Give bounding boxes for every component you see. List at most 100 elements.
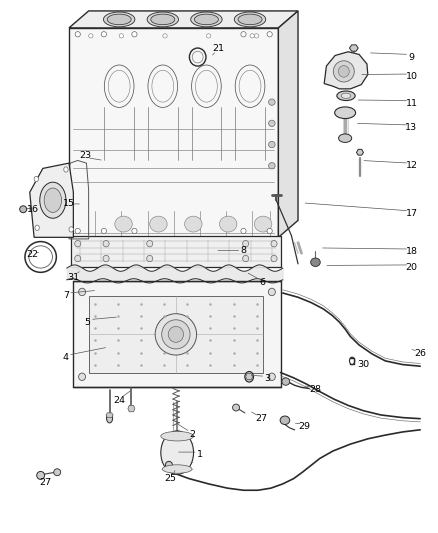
Ellipse shape [194, 14, 218, 25]
Ellipse shape [146, 240, 152, 247]
Ellipse shape [270, 255, 276, 262]
Text: 20: 20 [405, 263, 417, 272]
Polygon shape [278, 11, 297, 237]
Text: 27: 27 [39, 478, 51, 487]
Ellipse shape [155, 314, 196, 355]
Text: 13: 13 [404, 123, 417, 132]
Text: 26: 26 [413, 350, 425, 359]
Ellipse shape [119, 34, 123, 38]
Ellipse shape [160, 431, 193, 441]
Ellipse shape [240, 31, 246, 37]
Ellipse shape [131, 31, 137, 37]
Ellipse shape [232, 404, 239, 411]
Text: 3: 3 [264, 374, 270, 383]
Text: 30: 30 [357, 360, 369, 369]
Polygon shape [30, 163, 73, 237]
Ellipse shape [340, 93, 350, 99]
Ellipse shape [162, 465, 191, 473]
Ellipse shape [103, 255, 109, 262]
Ellipse shape [75, 228, 80, 233]
Ellipse shape [165, 462, 172, 469]
Ellipse shape [206, 34, 210, 38]
Ellipse shape [103, 12, 134, 27]
Text: 10: 10 [405, 72, 417, 81]
Text: 15: 15 [63, 199, 75, 208]
Ellipse shape [147, 12, 178, 27]
Text: 18: 18 [405, 247, 417, 256]
Text: 9: 9 [407, 53, 413, 62]
Text: 12: 12 [405, 161, 417, 170]
Polygon shape [106, 413, 113, 418]
Ellipse shape [268, 99, 275, 106]
Ellipse shape [146, 255, 152, 262]
Ellipse shape [34, 176, 39, 182]
Ellipse shape [336, 91, 354, 101]
Text: 11: 11 [405, 99, 417, 108]
Text: 5: 5 [85, 318, 91, 327]
Polygon shape [323, 52, 367, 89]
Ellipse shape [237, 14, 261, 25]
Ellipse shape [268, 141, 275, 148]
Ellipse shape [53, 469, 60, 475]
Ellipse shape [266, 228, 272, 233]
Text: 28: 28 [309, 385, 321, 394]
Ellipse shape [268, 120, 275, 126]
Ellipse shape [242, 240, 248, 247]
Ellipse shape [234, 12, 265, 27]
Ellipse shape [78, 288, 85, 296]
Ellipse shape [107, 14, 131, 25]
Ellipse shape [268, 163, 275, 169]
Ellipse shape [268, 288, 275, 296]
Ellipse shape [20, 206, 27, 213]
Polygon shape [71, 236, 280, 266]
Ellipse shape [240, 228, 246, 233]
Ellipse shape [101, 31, 106, 37]
Text: 4: 4 [63, 353, 69, 362]
Ellipse shape [268, 373, 275, 381]
Text: 1: 1 [196, 450, 202, 459]
Ellipse shape [281, 378, 289, 385]
Polygon shape [69, 28, 278, 237]
Text: 17: 17 [405, 209, 417, 218]
Ellipse shape [88, 34, 93, 38]
Ellipse shape [168, 326, 183, 342]
Ellipse shape [64, 167, 68, 172]
Ellipse shape [266, 31, 272, 37]
Ellipse shape [160, 431, 193, 474]
Text: 25: 25 [164, 474, 176, 483]
Ellipse shape [242, 255, 248, 262]
Ellipse shape [149, 216, 167, 232]
Ellipse shape [162, 34, 167, 38]
Text: 23: 23 [79, 151, 91, 160]
Text: 16: 16 [27, 205, 39, 214]
Text: 2: 2 [189, 430, 195, 439]
Ellipse shape [338, 134, 351, 142]
Text: 24: 24 [113, 395, 125, 405]
Text: 6: 6 [259, 278, 265, 287]
Ellipse shape [101, 228, 106, 233]
Ellipse shape [75, 31, 80, 37]
Ellipse shape [37, 471, 45, 479]
Ellipse shape [190, 12, 222, 27]
Ellipse shape [279, 416, 289, 424]
Polygon shape [127, 406, 134, 412]
Polygon shape [69, 11, 297, 28]
Ellipse shape [115, 216, 132, 232]
Ellipse shape [35, 225, 39, 230]
Ellipse shape [150, 14, 174, 25]
Ellipse shape [254, 216, 271, 232]
Text: 21: 21 [212, 44, 224, 53]
Text: 8: 8 [240, 246, 246, 255]
Ellipse shape [103, 240, 109, 247]
Ellipse shape [332, 61, 353, 82]
Ellipse shape [270, 240, 276, 247]
Ellipse shape [184, 216, 201, 232]
Ellipse shape [244, 372, 253, 382]
Ellipse shape [78, 373, 85, 381]
Ellipse shape [250, 34, 254, 38]
Text: 31: 31 [67, 272, 79, 281]
Polygon shape [245, 374, 252, 379]
Ellipse shape [74, 240, 81, 247]
Text: 22: 22 [26, 251, 38, 260]
Text: 27: 27 [254, 414, 266, 423]
